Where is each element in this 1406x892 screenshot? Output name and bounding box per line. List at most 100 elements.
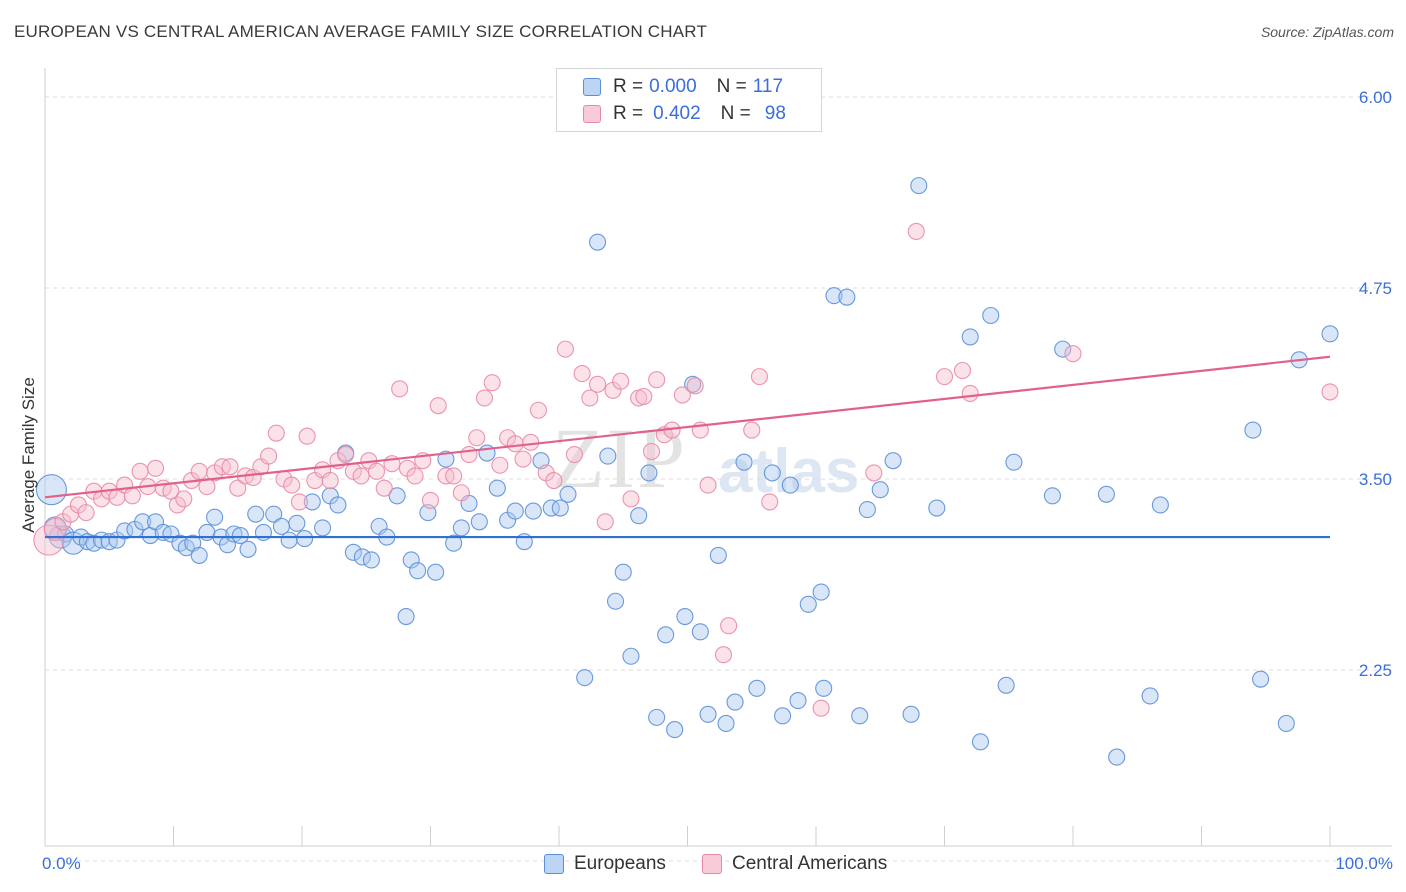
central-americans-point <box>429 397 447 415</box>
europeans-point <box>388 487 406 505</box>
europeans-point <box>774 707 792 725</box>
europeans-point <box>858 501 876 519</box>
europeans-point <box>902 705 920 723</box>
legend-r-value: 0.000 <box>649 76 697 97</box>
europeans-point <box>488 479 506 497</box>
europeans-point <box>599 447 617 465</box>
europeans-point <box>781 476 799 494</box>
europeans-point <box>666 721 684 739</box>
x-tick-label-min: 0.0% <box>42 854 81 873</box>
central-americans-point <box>77 504 95 522</box>
bottom-legend-swatch-blue <box>544 854 564 874</box>
axes <box>44 68 1392 847</box>
central-americans-point <box>750 368 769 386</box>
europeans-point <box>735 453 753 471</box>
central-americans-point <box>321 471 339 490</box>
europeans-point <box>815 679 833 697</box>
central-americans-point <box>298 427 316 445</box>
europeans-point <box>1043 487 1061 505</box>
central-americans-point <box>1064 345 1082 363</box>
legend-n-value: 98 <box>764 103 786 124</box>
central-americans-point <box>337 446 355 464</box>
central-americans-point <box>146 459 165 477</box>
y-tick-label: 4.75 <box>1359 279 1392 298</box>
europeans-point <box>329 496 347 514</box>
europeans-point <box>982 306 1000 325</box>
europeans-point <box>551 499 569 517</box>
central-americans-point <box>529 401 547 419</box>
europeans-point <box>910 177 928 195</box>
central-americans-point <box>367 462 386 480</box>
central-americans-point <box>260 447 278 465</box>
europeans-point <box>134 513 152 531</box>
central-americans-point <box>175 490 193 508</box>
bottom-legend-europeans[interactable]: Europeans <box>544 852 666 876</box>
central-americans-point <box>452 484 470 502</box>
central-americans-point <box>686 377 704 395</box>
central-americans-trend-line <box>44 355 1331 499</box>
europeans-point <box>606 592 625 610</box>
central-americans-point <box>743 421 761 439</box>
correlation-legend: R = 0.000 N = 117 R = 0.402 N = 98 <box>556 68 822 132</box>
legend-r-value: 0.402 <box>653 103 701 124</box>
central-americans-point <box>506 435 524 453</box>
y-tick-label: 3.50 <box>1359 470 1392 489</box>
central-americans-point <box>131 462 149 480</box>
europeans-point <box>288 514 306 532</box>
central-americans-point <box>720 617 738 635</box>
europeans-point <box>997 676 1015 694</box>
central-americans-point <box>229 479 247 497</box>
legend-r-label: R = <box>613 76 644 97</box>
europeans-point <box>542 499 560 517</box>
europeans-point <box>296 530 314 548</box>
europeans-point <box>884 452 902 470</box>
europeans-point <box>524 502 542 520</box>
europeans-point <box>648 708 666 726</box>
europeans-point <box>506 502 524 520</box>
legend-swatch-pink <box>583 105 601 123</box>
europeans-point <box>1151 496 1169 514</box>
europeans-point <box>699 705 717 723</box>
central-americans-point <box>588 375 607 393</box>
europeans-point <box>559 485 577 503</box>
legend-n-value: 117 <box>752 76 784 97</box>
central-americans-point <box>460 446 478 464</box>
europeans-point <box>588 233 607 251</box>
central-americans-points <box>33 222 1339 717</box>
europeans-point <box>1252 670 1270 688</box>
europeans-point <box>344 543 362 561</box>
europeans-point <box>676 607 694 626</box>
europeans-point <box>799 595 817 613</box>
central-americans-point <box>283 476 301 494</box>
legend-row-central-americans: R = 0.402 N = 98 <box>583 103 786 125</box>
bottom-legend-central-americans[interactable]: Central Americans <box>702 852 887 876</box>
central-americans-point <box>375 479 393 497</box>
europeans-point <box>1141 687 1159 705</box>
central-americans-point <box>190 462 208 480</box>
central-americans-point <box>596 513 614 531</box>
europeans-point <box>838 288 856 306</box>
europeans-point <box>812 583 830 601</box>
europeans-point <box>1097 485 1115 503</box>
central-americans-point <box>556 340 574 358</box>
central-americans-point <box>522 433 540 451</box>
central-americans-point <box>514 450 532 468</box>
europeans-point <box>409 562 427 580</box>
central-americans-point <box>673 386 691 404</box>
bottom-legend-swatch-pink <box>702 854 722 874</box>
europeans-point <box>709 546 727 564</box>
central-americans-point <box>573 365 591 383</box>
y-axis-title: Average Family Size <box>19 377 38 533</box>
europeans-point <box>206 508 224 526</box>
central-americans-point <box>421 491 440 509</box>
europeans-point <box>763 464 781 482</box>
central-americans-point <box>545 471 563 490</box>
europeans-point <box>614 563 632 581</box>
bottom-legend-label: Europeans <box>574 853 666 874</box>
europeans-point <box>397 607 415 626</box>
central-americans-point <box>33 524 65 556</box>
europeans-point <box>470 513 488 531</box>
europeans-point <box>314 519 332 537</box>
europeans-point <box>231 526 249 545</box>
